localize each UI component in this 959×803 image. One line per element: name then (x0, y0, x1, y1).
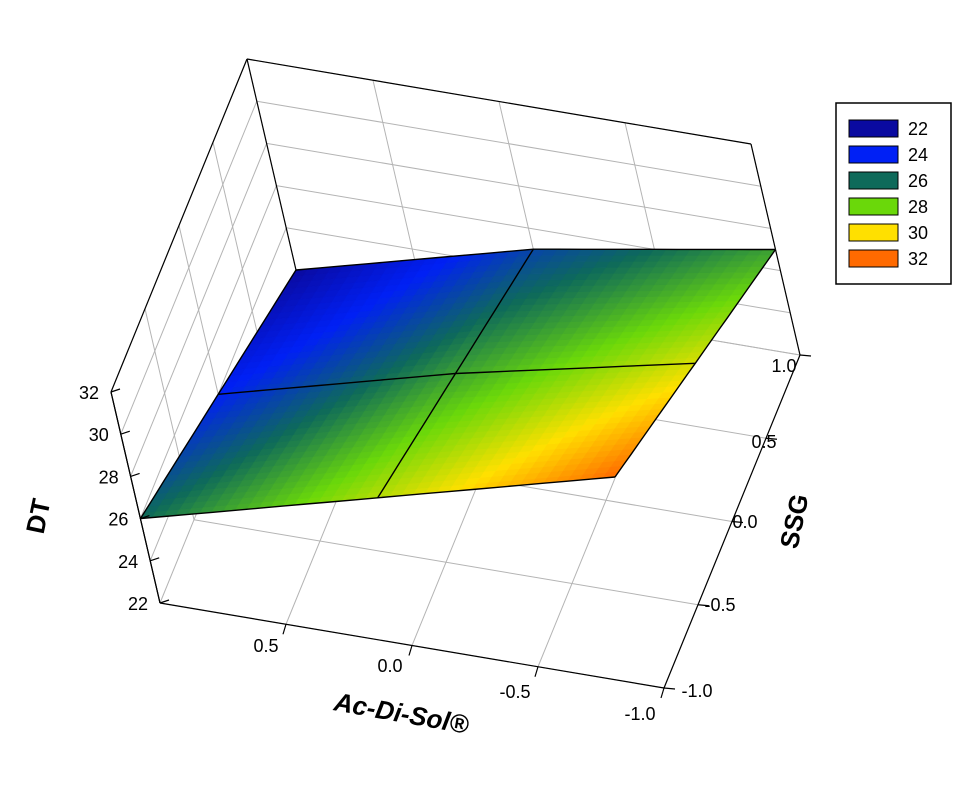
legend-swatch (848, 249, 899, 268)
back-wall-gridline (372, 80, 423, 292)
axes: -1.0 -0.5 0.0 0.5 -1.0 -0.5 0.0 0.5 1.0 22 24 26 28 3… (79, 354, 812, 724)
y-axis-tick (697, 604, 710, 607)
z-tick-label: 26 (108, 510, 128, 530)
z-tick-label: 30 (89, 425, 109, 445)
left-wall-gridline (212, 142, 263, 354)
wall-frame-edge (246, 58, 752, 145)
z-tick-label: 28 (99, 467, 119, 487)
z-axis-tick (120, 430, 130, 435)
response-surface (139, 248, 777, 519)
z-tick-label: 22 (128, 594, 148, 614)
z-axis-title: DT (20, 496, 57, 536)
legend-label: 32 (908, 249, 928, 269)
legend-swatch (848, 171, 899, 190)
y-tick-label: 0.5 (751, 432, 776, 452)
z-axis-tick (140, 515, 150, 520)
z-tick-label: 24 (118, 552, 138, 572)
y-tick-label: -0.5 (704, 595, 735, 615)
legend-swatch (848, 119, 899, 138)
legend-label: 30 (908, 223, 928, 243)
legend-swatch (848, 145, 899, 164)
x-tick-label: -1.0 (624, 704, 655, 724)
surface-mesh-line (295, 248, 776, 271)
legend-swatch (848, 197, 899, 216)
legend-label: 26 (908, 171, 928, 191)
x-axis-tick (660, 687, 665, 699)
x-axis-tick (534, 666, 539, 677)
x-axis-tick (282, 624, 287, 635)
y-tick-label: 0.0 (732, 512, 757, 532)
y-axis-title: SSG (774, 491, 815, 551)
z-axis-tick (150, 557, 160, 562)
legend-label: 24 (908, 145, 928, 165)
z-axis-line (110, 391, 161, 604)
x-tick-label: 0.5 (253, 636, 278, 656)
y-axis-tick (731, 520, 744, 524)
legend-swatch (848, 223, 899, 242)
z-axis-tick (130, 472, 140, 477)
surface-mesh-line (140, 476, 616, 520)
x-tick-label: -0.5 (499, 682, 530, 702)
z-axis-tick (159, 599, 170, 604)
wall-frame-edge (110, 58, 248, 393)
y-axis-tick (799, 354, 812, 357)
x-axis-tick (408, 645, 413, 656)
y-axis-tick (765, 437, 778, 440)
surface-mesh-line (218, 362, 696, 395)
legend: 22 24 26 28 30 32 (835, 102, 952, 285)
y-axis-tick (663, 687, 676, 690)
x-tick-label: 0.0 (377, 656, 402, 676)
x-axis-title: Ac-Di-Sol® (331, 686, 472, 740)
surface-mesh-lines (139, 248, 777, 520)
z-tick-label: 32 (79, 383, 99, 403)
z-axis-tick (110, 388, 121, 393)
legend-label: 28 (908, 197, 928, 217)
y-tick-label: 1.0 (771, 356, 796, 376)
legend-label: 22 (908, 119, 928, 139)
wall-frame-edge (246, 58, 297, 271)
y-tick-label: -1.0 (681, 681, 712, 701)
